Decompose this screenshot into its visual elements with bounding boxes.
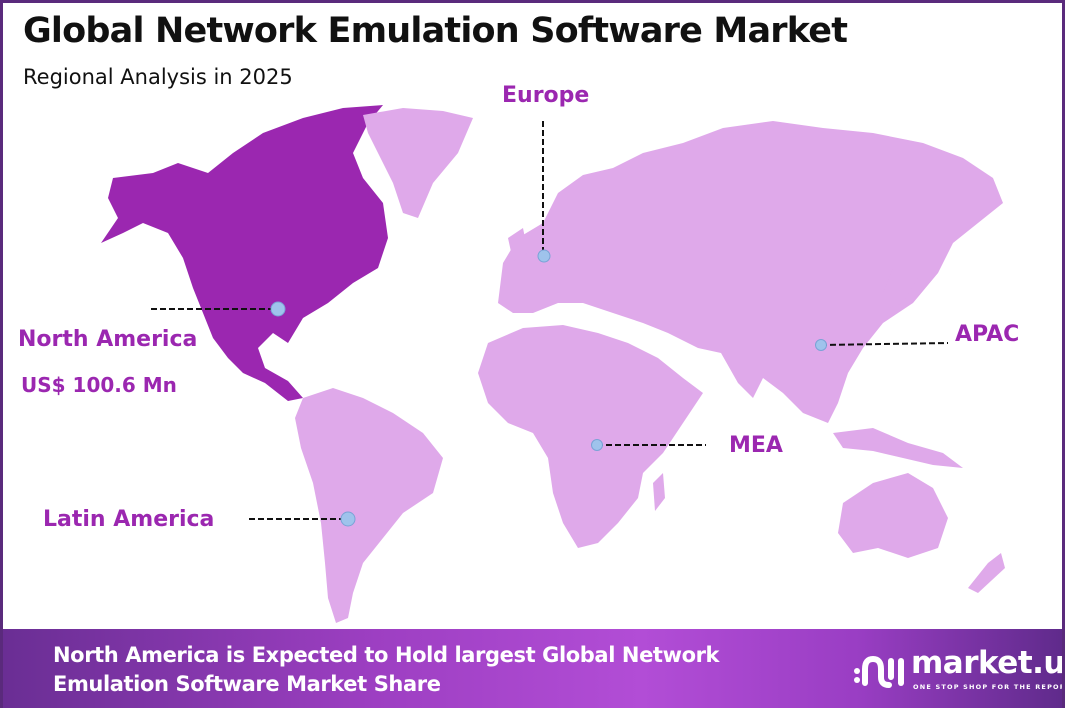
region-australia [838, 473, 948, 558]
page-title: Global Network Emulation Software Market [23, 11, 848, 51]
footer-banner: North America is Expected to Hold larges… [3, 629, 1062, 708]
region-greenland [363, 108, 473, 218]
region-madagascar [653, 473, 665, 511]
logo-tagline: ONE STOP SHOP FOR THE REPORTS [913, 683, 1065, 691]
marker-latin-america [340, 511, 356, 527]
region-japan [883, 258, 918, 308]
footer-line-1: North America is Expected to Hold larges… [53, 643, 720, 667]
footer-text: North America is Expected to Hold larges… [53, 641, 720, 699]
marker-apac [815, 339, 827, 351]
label-north-america: North America [18, 327, 198, 352]
region-apac-islands [833, 428, 963, 468]
value-north-america: US$ 100.6 Mn [21, 373, 177, 397]
market-us-logo: market.us ONE STOP SHOP FOR THE REPORTS [851, 645, 1062, 693]
world-map [101, 105, 1005, 623]
region-north-america [101, 105, 388, 401]
leader-line-apac [820, 342, 949, 346]
marker-mea [591, 439, 603, 451]
label-europe: Europe [502, 83, 590, 108]
label-mea: MEA [729, 433, 783, 458]
region-new-zealand [968, 553, 1005, 593]
logo-mark-icon [854, 655, 904, 688]
region-latin-america [295, 388, 443, 623]
label-latin-america: Latin America [43, 507, 215, 532]
region-europe [498, 121, 1003, 423]
marker-europe [537, 249, 551, 263]
footer-line-2: Emulation Software Market Share [53, 672, 441, 696]
label-apac: APAC [955, 322, 1020, 347]
page-subtitle: Regional Analysis in 2025 [23, 65, 293, 89]
region-mea [478, 325, 703, 548]
logo-wordmark: market.us [911, 645, 1065, 681]
marker-north-america [270, 301, 286, 317]
region-uk [508, 228, 528, 261]
